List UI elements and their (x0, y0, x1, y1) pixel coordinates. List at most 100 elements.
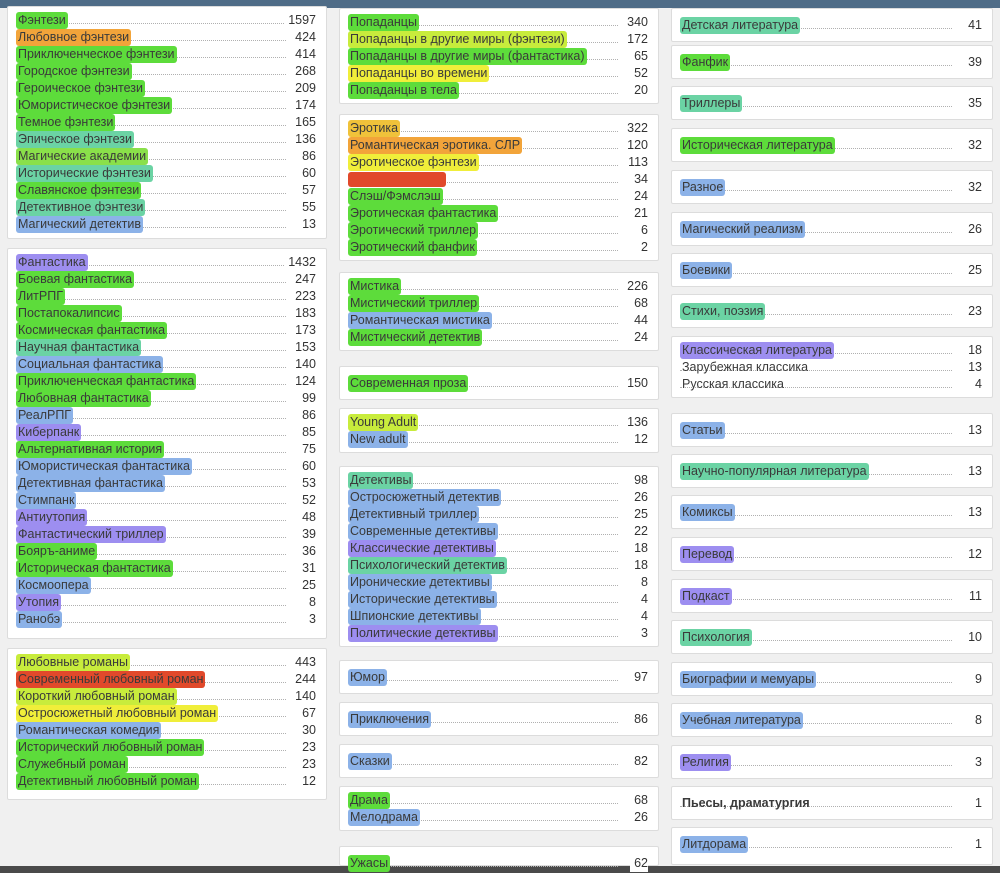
genre-row-sub[interactable]: Служебный роман 23 (16, 756, 316, 773)
genre-row-main[interactable]: Комиксы 13 (680, 503, 982, 521)
genre-row-sub[interactable]: Детективное фэнтези 55 (16, 199, 316, 216)
genre-row-sub[interactable]: Исторические детективы 4 (348, 591, 648, 608)
genre-name-link[interactable]: Эротическая фантастика (348, 205, 499, 222)
genre-row-sub[interactable]: Мелодрама 26 (348, 809, 648, 826)
genre-row-sub[interactable]: Попаданцы в другие миры (фэнтези) 172 (348, 31, 648, 48)
genre-name-link[interactable]: Антиутопия (16, 509, 88, 526)
genre-row-main[interactable]: Статьи 13 (680, 421, 982, 439)
genre-name-link[interactable]: Биографии и мемуары (680, 670, 817, 688)
genre-row-sub[interactable]: Политические детективы 3 (348, 625, 648, 642)
genre-row-main[interactable]: Мистика 226 (348, 278, 648, 295)
genre-row-main[interactable]: Подкаст 11 (680, 587, 982, 605)
genre-name-link[interactable]: Фантастика (16, 254, 88, 271)
genre-name-link[interactable]: Разное (680, 178, 726, 196)
genre-row-sub[interactable]: Эротический триллер 6 (348, 222, 648, 239)
genre-name-link[interactable]: Темное фэнтези (16, 114, 116, 131)
genre-row-sub[interactable]: Попаданцы в другие миры (фантастика) 65 (348, 48, 648, 65)
genre-name-link[interactable]: Любовное фэнтези (16, 29, 132, 46)
genre-name-link[interactable]: Приключенческая фантастика (16, 373, 197, 390)
genre-row-sub[interactable]: Эротический фанфик 2 (348, 239, 648, 256)
genre-row-sub[interactable]: Космоопера 25 (16, 577, 316, 594)
genre-row-sub[interactable]: Бояръ-аниме 36 (16, 543, 316, 560)
genre-name-link[interactable]: Религия (680, 753, 731, 771)
genre-row-main[interactable]: Детективы 98 (348, 472, 648, 489)
genre-row-sub[interactable]: Остросюжетный детектив 26 (348, 489, 648, 506)
genre-row-sub[interactable]: Славянское фэнтези 57 (16, 182, 316, 199)
genre-row-main[interactable]: Фанфик 39 (680, 53, 982, 71)
genre-name-link[interactable]: Эротический триллер (348, 222, 479, 239)
genre-row-sub[interactable]: Героическое фэнтези 209 (16, 80, 316, 97)
genre-row-sub[interactable]: Современный любовный роман 244 (16, 671, 316, 688)
genre-row-main[interactable]: Детская литература 41 (680, 16, 982, 34)
genre-name-link[interactable]: Постапокалипсис (16, 305, 122, 322)
genre-row-main[interactable]: Научно-популярная литература 13 (680, 462, 982, 480)
genre-name-link[interactable]: Служебный роман (16, 756, 128, 773)
genre-row-sub[interactable]: New adult 12 (348, 431, 648, 448)
genre-name-link[interactable]: Попаданцы (348, 14, 419, 31)
genre-name-link[interactable]: Мелодрама (348, 809, 420, 826)
genre-name-link[interactable]: Историческая фантастика (16, 560, 173, 577)
genre-name-link[interactable]: Эротическое фэнтези (348, 154, 479, 171)
genre-name-link[interactable]: New adult (348, 431, 408, 448)
genre-name-link[interactable]: Ужасы (348, 854, 391, 872)
genre-name-link[interactable]: Мистика (348, 278, 402, 295)
genre-name-link[interactable]: Любовная фантастика (16, 390, 151, 407)
genre-name-link[interactable]: Исторические детективы (348, 591, 497, 608)
genre-name-link[interactable]: Эпическое фэнтези (16, 131, 134, 148)
genre-row-main[interactable]: Магический реализм 26 (680, 220, 982, 238)
genre-name-link[interactable]: Социальная фантастика (16, 356, 164, 373)
genre-row-main[interactable]: Пьесы, драматургия 1 (680, 794, 982, 812)
genre-row-sub[interactable]: Стимпанк 52 (16, 492, 316, 509)
genre-row-sub[interactable]: Русская классика 4 (680, 376, 982, 393)
genre-name-link[interactable]: Попаданцы во времени (348, 65, 490, 82)
genre-row-main[interactable]: Перевод 12 (680, 545, 982, 563)
genre-name-link[interactable]: Классические детективы (348, 540, 496, 557)
genre-row-main[interactable]: Религия 3 (680, 753, 982, 771)
genre-name-link[interactable]: Фанфик (680, 53, 731, 71)
genre-row-sub[interactable]: Ранобэ 3 (16, 611, 316, 628)
genre-name-link[interactable]: Классическая литература (680, 342, 834, 359)
genre-name-link[interactable]: Литдорама (680, 835, 749, 853)
genre-row-sub[interactable]: Юмористическая фантастика 60 (16, 458, 316, 475)
genre-row-sub[interactable]: Историческая фантастика 31 (16, 560, 316, 577)
genre-row-main[interactable]: Учебная литература 8 (680, 711, 982, 729)
genre-name-link[interactable]: Слэш/Фэмслэш (348, 188, 443, 205)
genre-row-sub[interactable]: Альтернативная история 75 (16, 441, 316, 458)
genre-row-sub[interactable]: Антиутопия 48 (16, 509, 316, 526)
genre-row-sub[interactable]: Городское фэнтези 268 (16, 63, 316, 80)
genre-row-sub[interactable]: Детективный триллер 25 (348, 506, 648, 523)
genre-name-link[interactable]: Остросюжетный любовный роман (16, 705, 219, 722)
genre-name-link[interactable] (348, 172, 446, 187)
genre-name-link[interactable]: Детская литература (680, 16, 801, 34)
genre-name-link[interactable]: Эротика (348, 120, 401, 137)
genre-row-main[interactable]: Разное 32 (680, 178, 982, 196)
genre-name-link[interactable]: Современный любовный роман (16, 671, 206, 688)
genre-row-main[interactable]: Драма 68 (348, 792, 648, 809)
genre-name-link[interactable]: Мистический триллер (348, 295, 480, 312)
genre-row-main[interactable]: Боевики 25 (680, 261, 982, 279)
genre-row-sub[interactable]: Эротическая фантастика 21 (348, 205, 648, 222)
genre-row-main[interactable]: Триллеры 35 (680, 94, 982, 112)
genre-row-sub[interactable]: Романтическая комедия 30 (16, 722, 316, 739)
genre-name-link[interactable]: Шпионские детективы (348, 608, 481, 625)
genre-name-link[interactable]: Фэнтези (16, 12, 68, 29)
genre-row-sub[interactable]: Приключенческая фантастика 124 (16, 373, 316, 390)
genre-row-sub[interactable]: Детективная фантастика 53 (16, 475, 316, 492)
genre-row-sub[interactable]: Эпическое фэнтези 136 (16, 131, 316, 148)
genre-name-link[interactable]: Магический реализм (680, 220, 806, 238)
genre-name-link[interactable]: Юмор (348, 668, 387, 686)
genre-row-sub[interactable]: Магические академии 86 (16, 148, 316, 165)
genre-name-link[interactable]: РеалРПГ (16, 407, 74, 424)
genre-name-link[interactable]: Славянское фэнтези (16, 182, 142, 199)
genre-row-main[interactable]: Историческая литература 32 (680, 136, 982, 154)
genre-row-main[interactable]: Биографии и мемуары 9 (680, 670, 982, 688)
genre-row-main[interactable]: Ужасы 62 (348, 854, 648, 872)
genre-name-link[interactable]: Боевики (680, 261, 733, 279)
genre-name-link[interactable]: Современные детективы (348, 523, 498, 540)
genre-row-sub[interactable]: Утопия 8 (16, 594, 316, 611)
genre-name-link[interactable]: Приключения (348, 710, 432, 728)
genre-row-sub[interactable]: Магический детектив 13 (16, 216, 316, 233)
genre-name-link[interactable]: Научно-популярная литература (680, 462, 869, 480)
genre-name-link[interactable]: Детективы (348, 472, 414, 489)
genre-row-sub[interactable]: Романтическая эротика. СЛР 120 (348, 137, 648, 154)
